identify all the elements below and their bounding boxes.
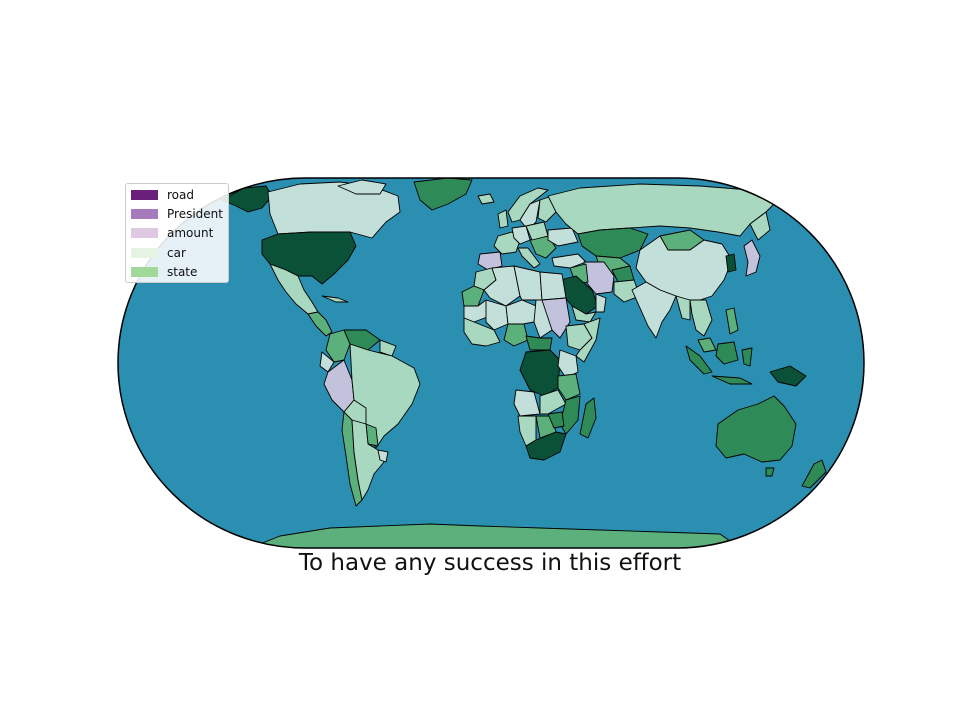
tasmania-region — [765, 467, 775, 477]
mali-region — [485, 299, 509, 331]
oman-region — [595, 293, 607, 313]
italy-region — [517, 247, 541, 269]
japan-region — [743, 239, 761, 277]
korea-region — [725, 253, 737, 273]
libya-region — [513, 265, 543, 301]
russia-region — [547, 183, 781, 237]
new-zealand-region — [801, 459, 827, 489]
legend-item-president: President — [131, 207, 223, 221]
legend-item-state: state — [131, 265, 197, 279]
car-region — [525, 335, 553, 351]
niger-region — [505, 299, 537, 327]
zimbabwe-region — [547, 411, 565, 429]
legend-label-car: car — [167, 246, 186, 260]
germany-region — [511, 225, 531, 245]
sumatra-region — [685, 345, 713, 375]
turkey-region — [551, 253, 587, 269]
uruguay-region — [377, 449, 389, 463]
legend-label-state: state — [167, 265, 198, 279]
myanmar-region — [675, 295, 691, 321]
sulawesi-region — [741, 347, 753, 367]
legend-swatch-road — [131, 190, 158, 200]
malaysia-region — [697, 337, 717, 353]
egypt-region — [539, 271, 567, 301]
tanzania-region — [557, 373, 581, 401]
cuba-region — [321, 295, 349, 303]
legend-item-car: car — [131, 246, 186, 260]
sudan-region — [541, 297, 571, 339]
java-region — [711, 375, 753, 385]
legend-label-president: President — [167, 207, 223, 221]
west-africa-region — [463, 317, 501, 347]
pakistan-region — [613, 279, 641, 303]
uk-region — [497, 209, 509, 229]
south-africa-region — [525, 431, 567, 461]
zambia-region — [539, 389, 567, 415]
madagascar-region — [579, 397, 597, 439]
ocean — [118, 178, 864, 548]
yemen-region — [571, 305, 597, 323]
india-region — [631, 281, 677, 339]
central-america-region — [307, 311, 333, 337]
legend-swatch-state — [131, 267, 158, 277]
legend-item-amount: amount — [131, 226, 213, 240]
nigeria-region — [503, 323, 529, 347]
legend-swatch-car — [131, 248, 158, 258]
argentina-region — [351, 419, 385, 501]
map-legend: road President amount car state — [125, 183, 229, 283]
indochina-region — [689, 299, 713, 337]
new-guinea-region — [769, 365, 807, 387]
australia-region — [715, 395, 797, 463]
legend-swatch-president — [131, 209, 158, 219]
ukraine-region — [547, 227, 579, 247]
legend-label-road: road — [167, 188, 194, 202]
antarctica-region — [249, 523, 741, 548]
philippines-region — [725, 307, 739, 335]
norway-region — [507, 187, 549, 223]
iceland-region — [477, 193, 495, 205]
arctic-islands — [337, 179, 387, 195]
legend-item-road: road — [131, 188, 194, 202]
western-sahara-region — [461, 285, 485, 307]
legend-label-amount: amount — [167, 226, 214, 240]
somalia-region — [575, 317, 601, 363]
kamchatka-region — [749, 211, 771, 241]
angola-region — [513, 389, 541, 417]
borneo-region — [715, 341, 739, 365]
map-caption: To have any success in this effort — [298, 550, 682, 576]
legend-swatch-amount — [131, 228, 158, 238]
